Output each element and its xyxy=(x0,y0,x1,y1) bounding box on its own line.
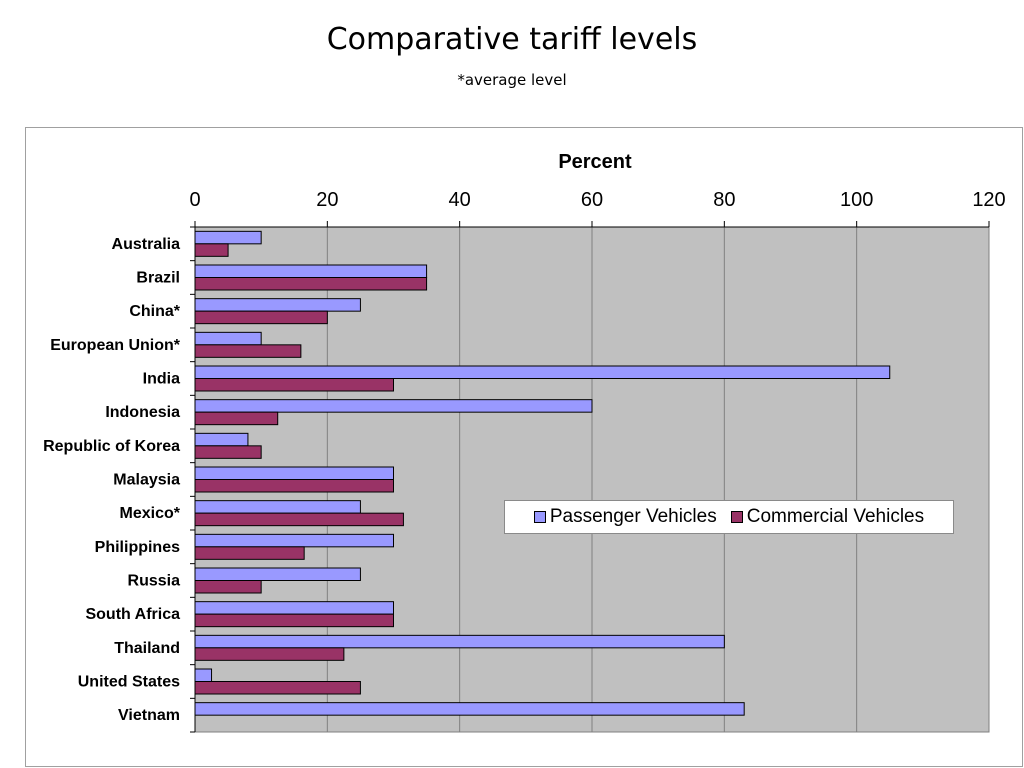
legend-label-commercial: Commercial Vehicles xyxy=(746,506,925,527)
x-tick-label: 80 xyxy=(713,189,735,211)
x-tick-label: 20 xyxy=(316,189,338,211)
bar-commercial xyxy=(194,512,404,527)
bar-commercial xyxy=(194,243,229,257)
bar-commercial xyxy=(194,310,328,325)
bar-passenger xyxy=(194,399,593,413)
x-tick-label: 0 xyxy=(189,189,200,211)
slide-title: Comparative tariff levels xyxy=(326,22,698,57)
category-label: Indonesia xyxy=(105,404,180,421)
category-label: China* xyxy=(129,303,180,320)
legend-item-commercial: Commercial Vehicles xyxy=(730,506,925,528)
legend-swatch-commercial xyxy=(730,511,743,523)
category-label: Australia xyxy=(112,236,181,253)
category-label: United States xyxy=(78,674,180,691)
bar-commercial xyxy=(194,546,305,560)
category-label: Malaysia xyxy=(113,472,180,489)
bar-passenger xyxy=(194,533,394,548)
category-label: South Africa xyxy=(85,606,180,623)
legend-label-passenger: Passenger Vehicles xyxy=(549,506,717,527)
bar-commercial xyxy=(194,445,262,459)
category-label: Thailand xyxy=(114,640,180,657)
x-tick-label: 60 xyxy=(581,189,603,211)
bar-commercial xyxy=(194,613,394,628)
category-label: Mexico* xyxy=(120,505,181,522)
bar-commercial xyxy=(194,681,361,695)
x-tick-label: 120 xyxy=(972,189,1005,211)
bar-commercial xyxy=(194,277,428,291)
chart-legend: Passenger Vehicles Commercial Vehicles xyxy=(504,500,954,534)
bar-passenger xyxy=(194,668,213,682)
x-axis-label: Percent xyxy=(558,151,632,173)
bar-commercial xyxy=(194,479,394,493)
x-tick-label: 40 xyxy=(449,189,471,211)
category-label: Philippines xyxy=(95,539,180,556)
x-tick-label: 100 xyxy=(840,189,873,211)
bar-passenger xyxy=(194,298,361,312)
slide-subtitle: *average level xyxy=(457,71,567,89)
category-label: Russia xyxy=(128,573,181,590)
legend-swatch-passenger xyxy=(533,511,546,523)
category-label: Vietnam xyxy=(118,707,180,724)
bar-passenger xyxy=(194,567,361,581)
category-label: Republic of Korea xyxy=(43,438,180,455)
bar-passenger xyxy=(194,230,262,245)
bar-passenger xyxy=(194,264,428,278)
bar-commercial xyxy=(194,378,394,392)
bar-passenger xyxy=(194,601,394,615)
bar-passenger xyxy=(194,432,249,447)
bar-commercial xyxy=(194,411,279,426)
bar-passenger xyxy=(194,365,891,379)
bar-passenger xyxy=(194,331,262,346)
plot-layer: 0 20 40 60 80 100 120 Australia Brazil China* Euro… xyxy=(43,189,1006,733)
bar-commercial xyxy=(194,344,302,358)
bar-passenger xyxy=(194,466,394,480)
bar-commercial xyxy=(194,580,262,594)
category-label: European Union* xyxy=(50,337,181,354)
category-label: India xyxy=(143,371,180,388)
category-label: Brazil xyxy=(136,270,180,287)
legend-item-passenger: Passenger Vehicles xyxy=(533,506,717,528)
bar-passenger xyxy=(194,702,745,716)
bar-passenger xyxy=(194,500,361,514)
bar-passenger xyxy=(194,634,725,649)
bar-commercial xyxy=(194,647,345,661)
